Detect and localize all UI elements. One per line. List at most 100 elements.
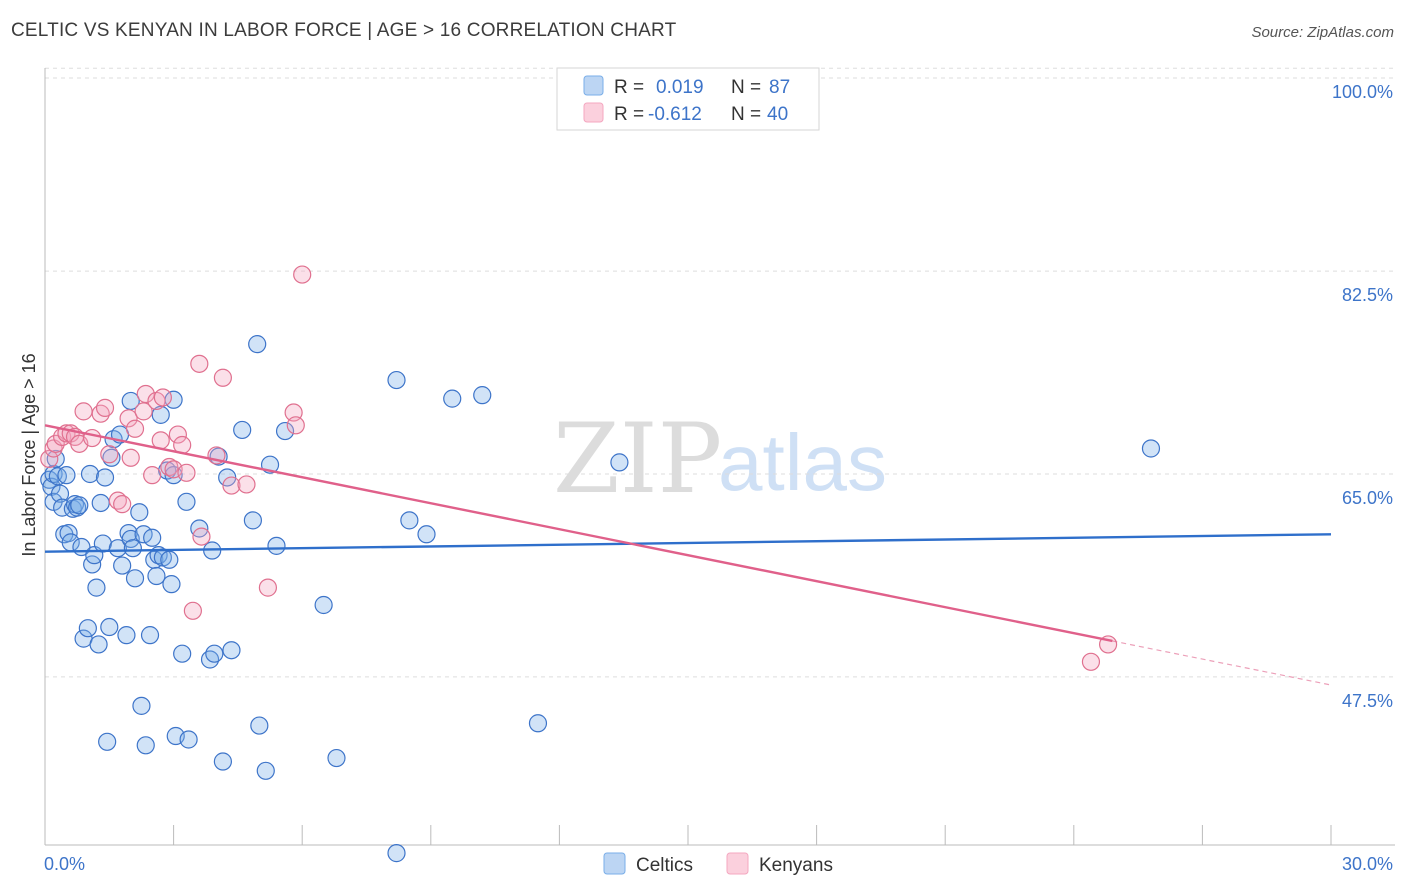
point-kenyans (183, 601, 202, 620)
y-tick-label: 82.5% (1342, 285, 1393, 305)
point-kenyans (113, 495, 132, 514)
point-kenyans (192, 527, 211, 546)
point-celtics (528, 714, 548, 733)
point-celtics (151, 405, 170, 424)
point-kenyans (1081, 652, 1101, 671)
point-kenyans (190, 354, 209, 373)
point-celtics (108, 539, 127, 558)
point-kenyans (153, 388, 172, 407)
legend-n-value-celtics: 87 (769, 77, 790, 98)
legend-r-label-celtics: R = (614, 77, 644, 98)
point-kenyans (125, 419, 145, 438)
point-celtics (248, 335, 267, 354)
legend: R = 0.019 N = 87 R = -0.612 N = 40 (556, 67, 820, 131)
point-kenyans (213, 368, 232, 387)
bottom-legend-swatch-celtics (603, 852, 626, 875)
point-celtics (233, 420, 252, 440)
x-tick-label-max: 30.0% (1342, 854, 1393, 874)
point-kenyans (119, 409, 138, 428)
point-kenyans (177, 463, 196, 482)
point-celtics (70, 496, 89, 515)
bottom-legend-kenyans: Kenyans (759, 855, 833, 876)
point-celtics (243, 511, 263, 530)
bottom-legend: Celtics Kenyans (603, 852, 833, 876)
point-celtics (610, 453, 629, 472)
y-tick-label: 47.5% (1342, 691, 1393, 711)
point-celtics (95, 468, 115, 487)
point-celtics (113, 556, 132, 575)
watermark-atlas: atlas (718, 418, 887, 507)
point-celtics (267, 536, 286, 555)
point-celtics (68, 498, 87, 517)
point-celtics (147, 566, 166, 586)
point-kenyans (95, 398, 115, 417)
bottom-legend-celtics: Celtics (636, 855, 693, 876)
legend-n-value-kenyans: 40 (767, 104, 788, 125)
point-celtics (140, 626, 160, 645)
point-celtics (162, 575, 181, 594)
point-celtics (387, 370, 406, 390)
x-tick-label-min: 0.0% (44, 854, 85, 874)
point-celtics (387, 844, 406, 863)
bottom-legend-swatch-kenyans (726, 852, 749, 875)
point-kenyans (83, 428, 102, 448)
watermark-zip: ZIP (553, 403, 722, 515)
legend-r-value-kenyans: -0.612 (648, 104, 702, 125)
tick-labels: 100.0% 82.5% 65.0% 47.5% 0.0% 30.0% (44, 82, 1393, 874)
point-kenyans (40, 449, 59, 469)
point-celtics (160, 550, 179, 569)
point-celtics (125, 569, 145, 588)
axes (44, 68, 1395, 846)
point-celtics (80, 464, 100, 484)
legend-r-value-celtics: 0.019 (656, 77, 704, 98)
point-celtics (179, 730, 198, 749)
watermark: ZIP atlas (553, 403, 887, 515)
point-celtics (400, 511, 419, 530)
y-tick-label: 100.0% (1332, 82, 1393, 102)
point-kenyans (100, 445, 119, 464)
point-celtics (87, 578, 106, 597)
trend-lines (44, 424, 1332, 686)
point-celtics (177, 492, 196, 511)
point-celtics (130, 503, 149, 522)
trend-line-kenyans (44, 424, 1113, 643)
point-kenyans (121, 448, 140, 467)
scatter-points (40, 265, 1161, 863)
point-celtics (443, 389, 462, 408)
point-celtics (250, 716, 269, 735)
point-celtics (123, 539, 142, 558)
point-celtics (222, 641, 241, 660)
point-celtics (132, 696, 151, 715)
point-celtics (173, 644, 192, 663)
point-kenyans (222, 476, 241, 495)
point-celtics (93, 534, 112, 553)
point-celtics (50, 484, 70, 503)
legend-n-label-celtics: N = (731, 77, 761, 98)
point-celtics (78, 619, 97, 638)
point-kenyans (143, 466, 162, 485)
point-celtics (275, 421, 295, 441)
point-celtics (89, 635, 108, 654)
point-celtics (256, 761, 275, 780)
point-celtics (327, 748, 346, 768)
y-tick-label: 65.0% (1342, 488, 1393, 508)
point-celtics (473, 386, 492, 405)
point-celtics (218, 468, 237, 487)
point-kenyans (258, 578, 278, 597)
point-celtics (98, 732, 117, 751)
point-kenyans (134, 402, 153, 421)
gridlines (45, 67, 1395, 678)
point-kenyans (237, 475, 256, 494)
legend-swatch-kenyans (583, 102, 604, 123)
trend-line-celtics (44, 533, 1332, 553)
point-celtics (57, 466, 76, 485)
y-axis-label: In Labor Force | Age > 16 (19, 353, 39, 556)
point-kenyans (286, 416, 305, 435)
point-celtics (314, 595, 333, 615)
point-celtics (205, 644, 224, 663)
point-kenyans (74, 402, 93, 421)
point-kenyans (293, 265, 312, 284)
point-celtics (117, 626, 136, 645)
chart-title: CELTIC VS KENYAN IN LABOR FORCE | AGE > … (11, 20, 677, 41)
